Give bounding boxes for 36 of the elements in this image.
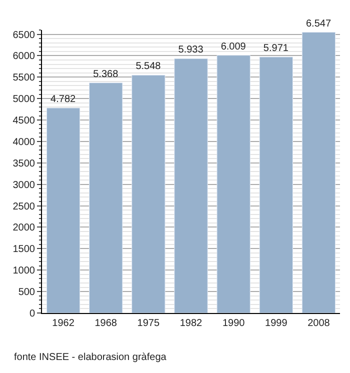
x-tick-label: 1990 — [222, 318, 246, 329]
source-note: fonte INSEE - elaborasion gràfega — [14, 352, 167, 363]
x-tick-label: 2008 — [308, 318, 330, 329]
y-tick-label: 3000 — [12, 180, 36, 191]
bar — [46, 108, 80, 313]
bar — [174, 58, 208, 313]
y-tick-label: 6000 — [12, 51, 36, 62]
y-tick-label: 1000 — [12, 266, 36, 277]
y-tick-label: 6500 — [12, 30, 36, 41]
bar — [302, 32, 336, 313]
data-label: 5.368 — [93, 68, 119, 80]
x-tick-label: 1968 — [94, 318, 118, 329]
data-label: 6.009 — [220, 41, 246, 52]
x-tick-label: 1982 — [180, 318, 203, 329]
bar — [89, 82, 123, 313]
y-tick-label: 3500 — [12, 158, 36, 170]
x-tick-label: 1962 — [52, 318, 75, 329]
y-tick-label: 2000 — [12, 222, 36, 234]
y-tick-label: 2500 — [12, 201, 36, 212]
y-tick-label: 0 — [29, 308, 36, 320]
y-tick-label: 4500 — [12, 116, 36, 127]
bar — [259, 56, 293, 313]
x-tick-label: 1975 — [137, 318, 160, 329]
y-tick-label: 4000 — [12, 136, 36, 148]
data-label: 4.782 — [50, 94, 76, 105]
data-label: 5.971 — [263, 42, 289, 54]
data-label: 5.548 — [136, 61, 162, 72]
y-tick-label: 5500 — [12, 72, 36, 84]
y-tick-label: 1500 — [12, 244, 36, 256]
y-tick-label: 5000 — [12, 94, 36, 106]
x-tick-label: 1999 — [265, 318, 288, 329]
y-tick-label: 500 — [18, 287, 36, 298]
data-label: 5.933 — [178, 44, 204, 56]
bar — [216, 55, 250, 313]
bar — [132, 74, 166, 313]
data-label: 6.547 — [306, 18, 332, 30]
